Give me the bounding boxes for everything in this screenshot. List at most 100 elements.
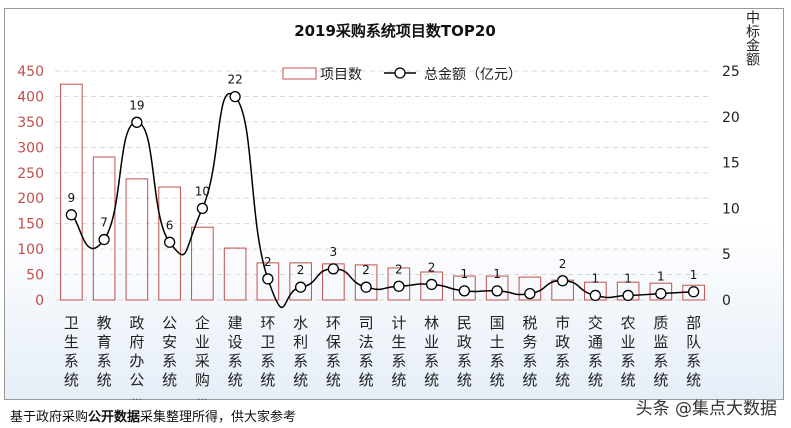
line-point <box>196 202 209 215</box>
category-label-char: 卫 <box>260 333 275 351</box>
category-label-char: 林 <box>424 314 439 332</box>
data-label: 9 <box>68 191 76 205</box>
category-label-char: 设 <box>228 333 243 351</box>
category-label-char: 政 <box>457 333 472 351</box>
category-label-ellipsis: … <box>197 392 207 403</box>
line-point <box>294 281 307 293</box>
data-label: 19 <box>129 98 144 112</box>
category-label-char: 队 <box>686 333 701 351</box>
footer-note: 基于政府采购公开数据采集整理所得，供大家参考 <box>10 406 296 425</box>
right-tick-label: 10 <box>722 201 740 217</box>
category-label-char: 业 <box>424 333 439 351</box>
category-label-char: 系 <box>359 352 374 370</box>
category-label-char: 系 <box>653 352 668 370</box>
category-label-char: 部 <box>686 314 701 332</box>
line-point <box>229 90 241 103</box>
legend-bar-swatch <box>282 67 317 80</box>
category-label-char: 土 <box>490 333 505 351</box>
category-label-char: 利 <box>293 333 308 351</box>
category-label-char: 系 <box>621 352 636 370</box>
data-label: 1 <box>657 270 665 284</box>
category-label-char: 监 <box>653 333 668 351</box>
category-label-char: 业 <box>195 333 210 351</box>
category-label-char: 政 <box>129 314 144 332</box>
category-label-char: 系 <box>260 352 275 370</box>
line-point <box>131 116 143 128</box>
category-label-char: 系 <box>228 352 243 370</box>
category-label-char: 生 <box>64 333 79 351</box>
footer-bold: 公开数据 <box>88 410 141 425</box>
category-label-char: 统 <box>260 371 275 389</box>
bar <box>92 156 116 301</box>
category-label-char: 保 <box>326 333 341 351</box>
line-point <box>425 278 438 291</box>
line-point <box>655 287 667 300</box>
line-point <box>556 275 569 287</box>
data-label: 7 <box>100 216 108 230</box>
category-label-char: 统 <box>457 371 472 389</box>
right-tick-label: 0 <box>722 293 731 309</box>
category-label-char: 法 <box>359 333 374 351</box>
category-label-char: 采 <box>195 352 210 370</box>
right-tick-label: 20 <box>722 110 740 126</box>
line-point <box>491 285 503 297</box>
left-tick-label: 350 <box>17 115 44 131</box>
data-label: 2 <box>362 263 370 277</box>
data-label: 3 <box>330 245 338 259</box>
category-label-char: 水 <box>293 314 308 332</box>
category-label-char: 建 <box>228 314 243 332</box>
category-label-char: 统 <box>162 371 177 389</box>
category-label-char: 统 <box>64 371 79 389</box>
category-label-char: 系 <box>97 352 112 370</box>
category-label-char: 政 <box>555 333 570 351</box>
category-label-char: 系 <box>686 352 701 370</box>
category-label-char: 交 <box>588 314 603 332</box>
category-label-char: 统 <box>326 371 341 389</box>
category-label-char: 统 <box>653 371 668 389</box>
category-label-char: 民 <box>457 314 472 332</box>
legend-line-label: 总金额（亿元） <box>424 67 522 83</box>
category-label-char: 系 <box>457 352 472 370</box>
category-label-char: 市 <box>555 314 570 332</box>
category-label-char: 统 <box>228 371 243 389</box>
bar <box>125 178 149 301</box>
left-tick-label: 50 <box>26 268 44 284</box>
category-label-char: 府 <box>129 333 144 351</box>
category-label-char: 教 <box>97 314 112 332</box>
line-point <box>262 273 274 285</box>
bar <box>289 262 312 301</box>
left-tick-label: 0 <box>35 293 44 309</box>
line-point <box>622 289 634 302</box>
category-label-char: 统 <box>555 371 570 389</box>
data-label: 10 <box>195 184 210 198</box>
category-label-char: 农 <box>621 314 636 332</box>
line-point <box>458 285 471 297</box>
category-label-char: 系 <box>588 352 603 370</box>
footer-post: 采集整理所得，供大家参考 <box>140 410 297 425</box>
data-label: 6 <box>166 218 174 232</box>
category-label-char: 办 <box>129 352 144 370</box>
line-point <box>163 236 176 248</box>
category-label-char: 统 <box>293 371 308 389</box>
category-label-char: 司 <box>359 314 374 332</box>
category-label-char: 统 <box>490 371 505 389</box>
category-label-char: 统 <box>621 371 636 389</box>
category-label-char: 统 <box>391 371 406 389</box>
left-tick-label: 200 <box>17 191 44 207</box>
category-label-char: 企 <box>195 314 210 332</box>
data-label: 2 <box>395 262 403 276</box>
chart-title: 2019采购系统项目数TOP20 <box>294 22 496 40</box>
left-tick-label: 450 <box>17 64 44 80</box>
right-tick-label: 5 <box>722 247 731 263</box>
data-label: 1 <box>461 267 469 281</box>
data-label: 2 <box>428 260 436 274</box>
bar <box>191 226 214 301</box>
category-label-char: 系 <box>522 352 537 370</box>
category-label-char: 系 <box>326 352 341 370</box>
category-label-char: 税 <box>522 314 537 332</box>
data-label: 2 <box>559 257 567 271</box>
data-label: 1 <box>592 271 600 285</box>
category-label-char: 系 <box>162 352 177 370</box>
category-label-char: 公 <box>129 371 144 389</box>
left-tick-label: 300 <box>17 140 44 156</box>
